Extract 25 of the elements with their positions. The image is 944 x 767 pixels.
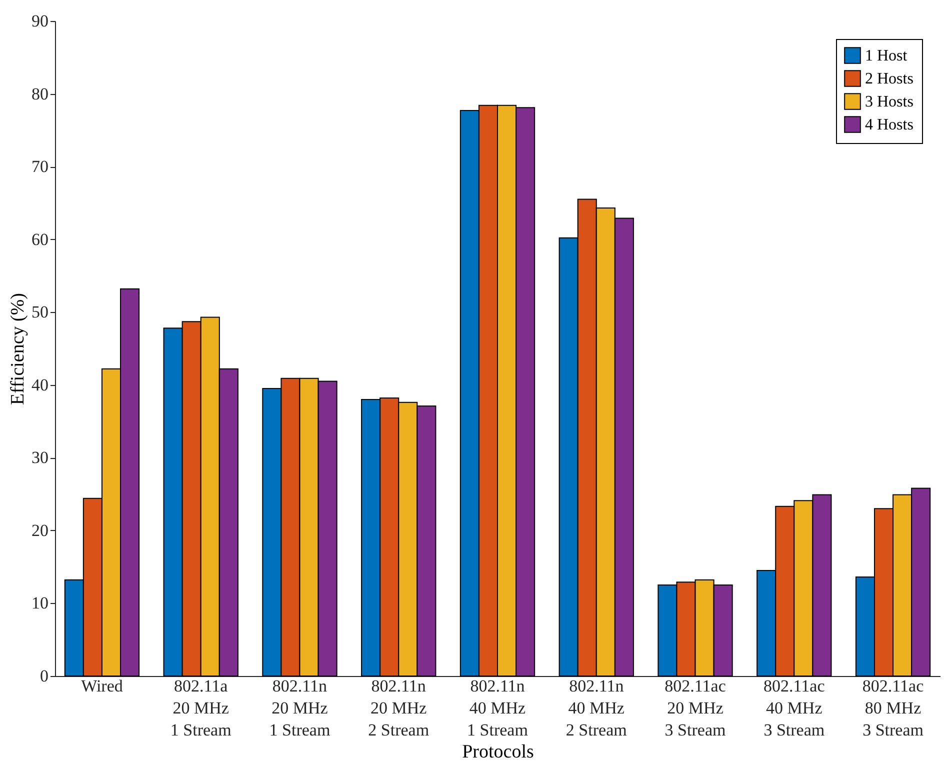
x-tick-label: 802.11ac 40 MHz 3 Stream: [764, 676, 826, 740]
y-tick-label: 30: [32, 448, 48, 468]
y-tick-label: 90: [32, 12, 48, 30]
x-tick-label: 802.11a 20 MHz 1 Stream: [170, 676, 232, 740]
y-tick-label: 50: [32, 302, 48, 322]
x-tick-label: Wired: [81, 676, 124, 696]
legend-label: 1 Host: [865, 48, 908, 64]
legend-label: 3 Hosts: [865, 94, 914, 110]
y-tick-label: 20: [32, 520, 48, 540]
legend-label: 4 Hosts: [865, 116, 914, 134]
y-tick-label: 0: [40, 666, 48, 686]
y-tick-label: 60: [32, 230, 48, 249]
x-tick-label: 802.11n 40 MHz 1 Stream: [467, 676, 528, 740]
legend-label: 2 Hosts: [865, 70, 914, 88]
y-tick-label: 10: [32, 594, 48, 613]
y-tick-label: 80: [32, 84, 48, 104]
x-tick-label: 802.11n 20 MHz 2 Stream: [368, 676, 430, 740]
y-tick-label: 40: [32, 375, 48, 394]
x-tick-label: 802.11ac 80 MHz 3 Stream: [862, 676, 924, 740]
x-tick-label: 802.11ac 20 MHz 3 Stream: [664, 676, 726, 740]
x-axis-title: Protocols: [462, 742, 534, 762]
x-tick-label: 802.11n 20 MHz 1 Stream: [269, 676, 330, 740]
x-tick-label: 802.11n 40 MHz 2 Stream: [566, 676, 627, 740]
y-axis-title: Efficiency (%): [8, 292, 28, 406]
y-tick-label: 70: [32, 157, 48, 176]
